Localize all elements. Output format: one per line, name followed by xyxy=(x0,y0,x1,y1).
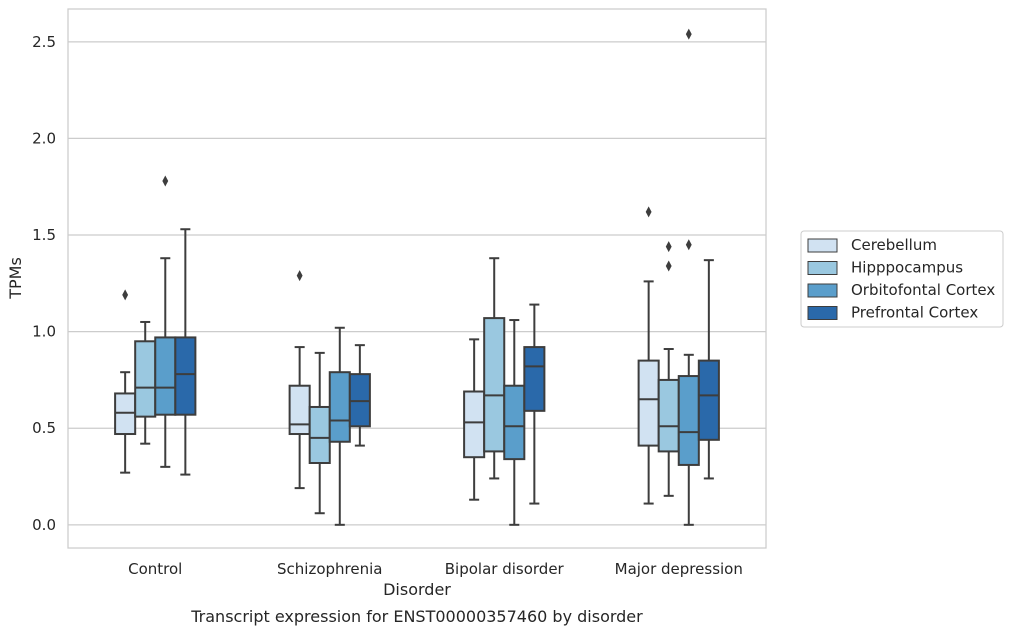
box-prefrontal-cortex xyxy=(348,344,371,447)
box-plots xyxy=(114,28,720,526)
box-body xyxy=(463,390,486,459)
box-body xyxy=(288,384,311,436)
x-tick-label: Major depression xyxy=(615,560,743,578)
legend-label: Hipppocampus xyxy=(851,259,963,277)
legend-label: Cerebellum xyxy=(851,236,937,254)
box-hipppocampus xyxy=(483,257,506,480)
y-tick-label: 0.0 xyxy=(32,516,56,534)
outlier-point xyxy=(162,175,169,187)
x-tick-labels: Control Schizophrenia Bipolar disorder Majo… xyxy=(128,560,743,578)
legend-swatch xyxy=(807,261,838,275)
box-body xyxy=(523,346,546,412)
y-tick-labels: 0.0 0.5 1.0 1.5 2.0 2.5 xyxy=(32,33,56,534)
legend-swatch xyxy=(807,283,838,298)
x-tick-label: Control xyxy=(128,560,182,578)
y-tick-label: 0.5 xyxy=(32,419,56,437)
legend-label: Orbitofontal Cortex xyxy=(851,281,995,299)
x-tick-label: Bipolar disorder xyxy=(445,560,565,578)
y-axis-title: TPMs xyxy=(6,257,25,300)
outlier-point xyxy=(645,206,652,218)
box-cerebellum xyxy=(288,270,311,490)
outlier-point xyxy=(122,289,129,301)
box-cerebellum xyxy=(114,289,137,474)
outlier-point xyxy=(665,260,672,272)
box-body xyxy=(697,359,720,441)
box-prefrontal-cortex xyxy=(174,228,197,476)
outlier-point xyxy=(665,241,672,253)
legend: Cerebellum Hipppocampus Orbitofontal Corte… xyxy=(800,230,1004,328)
x-axis-title: Disorder xyxy=(383,580,451,599)
x-tick-label: Schizophrenia xyxy=(277,560,382,578)
box-body xyxy=(174,336,197,416)
box-hipppocampus xyxy=(134,320,157,445)
legend-swatch xyxy=(807,306,838,320)
box-orbitofontal-cortex xyxy=(154,175,177,468)
plot-frame xyxy=(67,8,767,549)
y-tick-label: 2.0 xyxy=(32,129,56,147)
box-body xyxy=(677,375,700,466)
legend-frame xyxy=(800,230,1004,328)
box-body xyxy=(328,371,351,443)
box-orbitofontal-cortex xyxy=(677,28,700,526)
box-body xyxy=(134,340,157,418)
box-prefrontal-cortex xyxy=(697,259,720,480)
gridlines xyxy=(68,41,766,526)
box-orbitofontal-cortex xyxy=(503,319,526,526)
box-hipppocampus xyxy=(308,351,331,515)
box-body xyxy=(637,359,660,447)
outlier-point xyxy=(296,270,303,282)
box-prefrontal-cortex xyxy=(523,303,546,505)
legend-swatch xyxy=(807,238,838,253)
outlier-point xyxy=(685,28,692,40)
legend-label: Prefrontal Cortex xyxy=(851,304,978,322)
y-tick-label: 2.5 xyxy=(32,33,56,51)
y-tick-label: 1.0 xyxy=(32,323,56,341)
outlier-point xyxy=(685,239,692,251)
box-body xyxy=(308,405,331,464)
box-body xyxy=(154,336,177,416)
box-cerebellum xyxy=(637,206,660,505)
box-body xyxy=(657,378,680,453)
box-orbitofontal-cortex xyxy=(328,326,351,526)
box-cerebellum xyxy=(463,338,486,501)
box-body xyxy=(483,317,506,453)
chart-caption: Transcript expression for ENST0000035746… xyxy=(190,607,643,626)
box-body xyxy=(503,384,526,461)
box-hipppocampus xyxy=(657,241,680,497)
y-tick-label: 1.5 xyxy=(32,226,56,244)
